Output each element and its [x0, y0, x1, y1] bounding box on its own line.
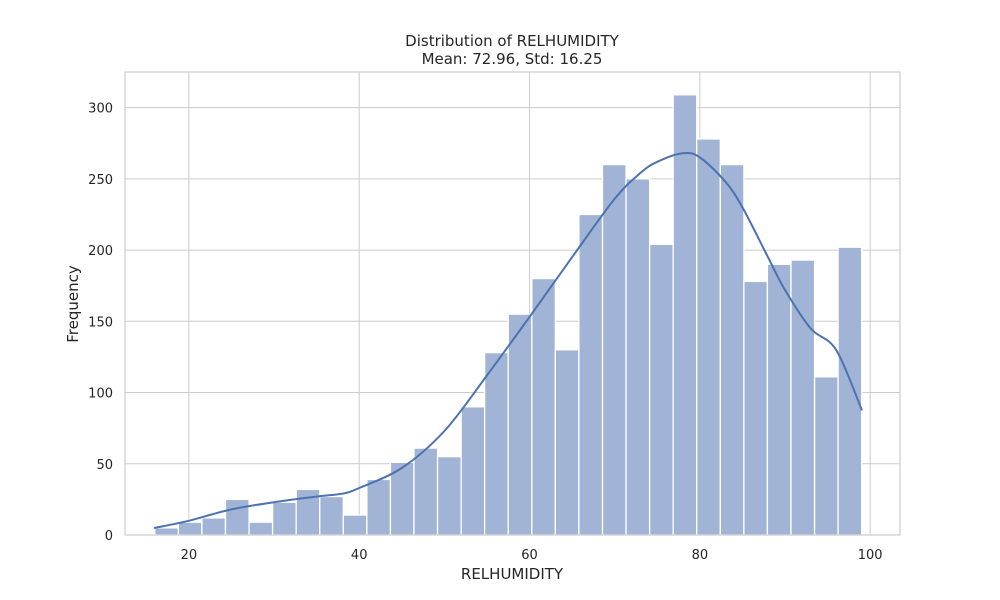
x-tick-label-20: 20: [181, 548, 198, 563]
histogram-bar-5: [248, 521, 274, 536]
x-tick-label-80: 80: [692, 548, 709, 563]
histogram-bar-8: [319, 495, 344, 536]
chart-title: Distribution of RELHUMIDITY: [405, 32, 620, 50]
y-tick-label-0: 0: [105, 529, 113, 544]
histogram-bars: [154, 94, 863, 536]
x-tick-label-60: 60: [521, 548, 538, 563]
histogram-bar-24: [696, 138, 721, 536]
chart-subtitle: Mean: 72.96, Std: 16.25: [422, 50, 603, 68]
histogram-bar-14: [460, 406, 486, 536]
histogram-bar-29: [813, 376, 839, 536]
histogram-bar-25: [719, 163, 745, 536]
x-tick-label-100: 100: [858, 548, 883, 563]
x-tick-label-40: 40: [351, 548, 368, 563]
y-tick-label-200: 200: [88, 244, 113, 259]
histogram-bar-23: [672, 94, 698, 536]
histogram-bar-20: [601, 163, 627, 536]
histogram-bar-22: [648, 243, 674, 536]
tick-labels: 20 40 60 80 100 0 50 100 150 200 250 300: [88, 102, 882, 563]
histogram-bar-28: [790, 259, 816, 536]
histogram-bar-9: [342, 514, 368, 536]
kde-curve: [153, 151, 863, 529]
x-axis-label: RELHUMIDITY: [461, 565, 564, 583]
histogram-bar-30: [837, 246, 863, 536]
histogram-bar-15: [484, 351, 509, 536]
histogram-bar-3: [201, 517, 227, 536]
histogram-bar-4: [224, 498, 250, 536]
histogram-bar-27: [766, 263, 792, 536]
histogram-bar-26: [743, 280, 769, 536]
histogram-bar-2: [177, 521, 203, 536]
histogram-bar-10: [366, 478, 392, 536]
y-tick-label-250: 250: [88, 173, 113, 188]
histogram-bar-1: [154, 527, 180, 536]
histogram-bar-16: [507, 313, 533, 536]
histogram-bar-13: [436, 455, 462, 536]
histogram-bar-18: [554, 349, 580, 536]
histogram-bar-19: [578, 213, 604, 536]
y-axis-label: Frequency: [64, 265, 82, 343]
plot-frame: [124, 71, 901, 536]
histogram-bar-17: [531, 277, 556, 536]
histogram-bar-6: [271, 501, 297, 536]
y-tick-label-50: 50: [96, 458, 113, 473]
histogram-bar-21: [625, 178, 651, 536]
y-tick-label-100: 100: [88, 387, 113, 402]
y-tick-label-150: 150: [88, 315, 113, 330]
y-tick-label-300: 300: [88, 102, 113, 117]
histogram-bar-12: [413, 447, 439, 536]
